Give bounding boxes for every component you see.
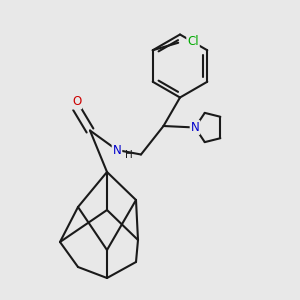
- Text: Cl: Cl: [187, 35, 199, 48]
- Text: H: H: [125, 150, 133, 161]
- Text: O: O: [72, 95, 81, 109]
- Text: N: N: [190, 121, 200, 134]
- Text: N: N: [112, 143, 122, 157]
